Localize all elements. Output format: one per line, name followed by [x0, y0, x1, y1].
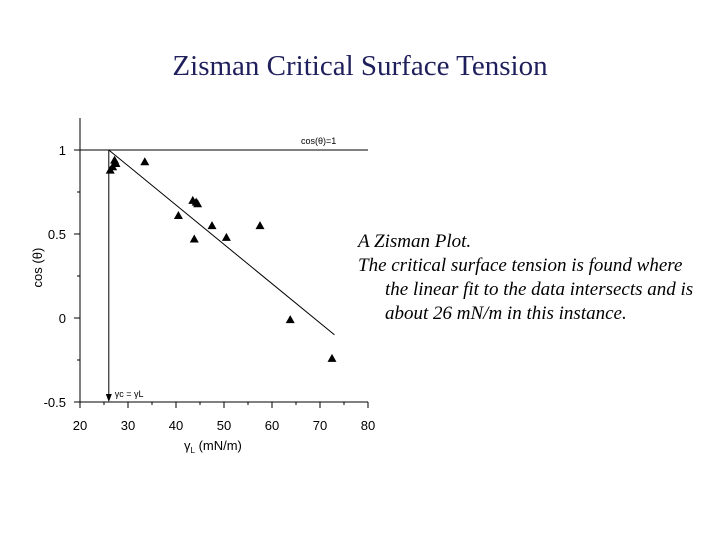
data-points [105, 155, 337, 362]
x-axis-label: γL (mN/m) [184, 438, 242, 455]
x-tick-label: 80 [361, 418, 375, 433]
data-point-triangle [173, 211, 183, 220]
x-axis-label-subscript: L [191, 446, 196, 455]
critical-arrow-head [105, 394, 112, 402]
x-tick-label: 50 [217, 418, 231, 433]
linear-fit-line [108, 149, 335, 336]
critical-tension-label: γc = γL [115, 389, 144, 399]
caption-line-1: A Zisman Plot. [358, 231, 472, 252]
data-point-triangle [193, 199, 203, 208]
ticks: -0.5 0 0.5 1 20 30 40 50 60 70 80 [44, 143, 376, 433]
data-point-triangle [285, 315, 295, 324]
axis-labels: cos (θ) γL (mN/m) cos(θ)=1 γc = γL [30, 136, 336, 455]
x-axis-label-unit: (mN/m) [195, 438, 242, 453]
reference-line-label: cos(θ)=1 [301, 136, 336, 146]
x-tick-label: 60 [265, 418, 279, 433]
data-point-triangle [221, 232, 231, 241]
y-tick-label: -0.5 [44, 395, 66, 410]
reference-lines [80, 149, 368, 402]
x-tick-label: 20 [73, 418, 87, 433]
data-point-triangle [110, 155, 120, 164]
y-axis-label: cos (θ) [30, 248, 45, 288]
y-tick-label: 1 [59, 143, 66, 158]
data-point-triangle [207, 221, 217, 230]
caption: A Zisman Plot. The critical surface tens… [358, 230, 703, 326]
x-tick-label: 40 [169, 418, 183, 433]
data-point-triangle [327, 353, 337, 362]
x-axis-label-symbol: γ [184, 438, 191, 453]
data-point-triangle [255, 221, 265, 230]
x-tick-label: 30 [121, 418, 135, 433]
caption-line-2: The critical surface tension is found wh… [358, 255, 694, 324]
data-point-triangle [140, 157, 150, 166]
data-point-triangle [189, 234, 199, 243]
slide-title: Zisman Critical Surface Tension [172, 50, 548, 82]
y-tick-label: 0.5 [48, 227, 66, 242]
y-tick-label: 0 [59, 311, 66, 326]
axes [79, 118, 368, 403]
x-tick-label: 70 [313, 418, 327, 433]
